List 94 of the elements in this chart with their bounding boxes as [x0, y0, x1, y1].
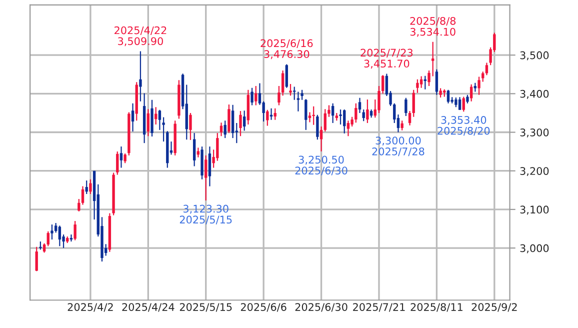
candlestick [208, 146, 212, 187]
candlestick [412, 89, 415, 118]
candlestick [120, 146, 123, 168]
y-tick-label: 3,200 [520, 167, 549, 176]
candlestick [408, 110, 412, 126]
x-tick-label: 2025/4/24 [122, 303, 174, 312]
candlestick [358, 97, 362, 114]
candlestick [204, 154, 208, 201]
annotation: 2025/7/23 3,451.70 [360, 48, 413, 69]
candlestick [158, 109, 162, 130]
candlestick [285, 64, 288, 88]
candlestick [74, 220, 76, 241]
candlestick [224, 120, 226, 139]
candlestick [250, 87, 254, 106]
candlestick [446, 89, 450, 104]
y-tick-label: 3,300 [520, 128, 549, 138]
candlestick [124, 152, 126, 164]
annotation: 3,250.50 2025/6/30 [295, 156, 348, 176]
candlestick [42, 242, 46, 254]
annotation: 3,300.00 2025/7/28 [372, 136, 424, 156]
candlestick [220, 122, 223, 137]
candlestick [228, 104, 230, 134]
candlestick [316, 114, 319, 140]
candlestick [274, 108, 276, 120]
candlestick [485, 62, 488, 76]
candlestick [46, 230, 50, 247]
x-tick-label: 2025/9/2 [472, 303, 517, 312]
candlestick [266, 109, 269, 126]
x-tick-label: 2025/8/11 [410, 303, 462, 312]
candlestick [281, 70, 284, 96]
y-tick-label: 3,100 [520, 206, 549, 215]
candlestick [35, 246, 38, 272]
candlestick [312, 106, 315, 126]
candlestick [462, 96, 465, 112]
y-tick-label: 3,400 [520, 90, 549, 99]
candlestick [470, 84, 473, 102]
x-tick-label: 2025/6/6 [240, 303, 286, 312]
candlestick [89, 178, 92, 195]
candlestick [331, 102, 334, 124]
candlestick [378, 85, 380, 114]
candlestick [189, 112, 192, 141]
annotation: 3,123.30 2025/5/15 [180, 204, 232, 224]
candlestick [254, 85, 258, 106]
candlestick [346, 120, 350, 137]
candlestick [324, 108, 326, 132]
candlestick [428, 70, 430, 87]
candlestick [366, 98, 369, 124]
candlestick [231, 104, 234, 139]
annotation: 2025/6/16 3,476.30 [260, 39, 313, 60]
x-tick-label: 2025/7/21 [353, 303, 405, 312]
candlestick [354, 102, 358, 124]
candlestick [404, 97, 408, 117]
candlestick [116, 151, 119, 176]
candlestick [58, 225, 62, 247]
candlestick [192, 132, 196, 167]
x-tick-label: 2025/6/30 [295, 303, 348, 312]
candlestick [420, 76, 423, 88]
candlestick [278, 85, 280, 106]
annotation: 2025/8/8 3,534.10 [410, 16, 456, 37]
candlestick [308, 112, 312, 123]
annotation: 2025/4/22 3,509.90 [114, 26, 166, 46]
y-tick-label: 3,500 [520, 51, 549, 60]
candlestick [339, 108, 342, 126]
candlestick [304, 98, 308, 130]
x-tick-label: 2025/4/2 [68, 303, 113, 312]
y-tick-label: 3,000 [520, 244, 549, 254]
candlestick [289, 83, 292, 96]
candlestick [400, 120, 404, 131]
candlestick [454, 96, 458, 108]
annotation: 3,353.40 2025/8/20 [438, 116, 490, 136]
candlestick [381, 74, 384, 94]
candlestick [416, 78, 419, 94]
candlestick [320, 126, 323, 152]
candlestick [50, 224, 54, 240]
candlestick [435, 68, 438, 96]
candlestick [343, 108, 346, 134]
candlestick [432, 41, 434, 77]
candlestick [478, 76, 480, 96]
candlestick [154, 106, 158, 126]
candlestick [196, 147, 200, 158]
candlestick [458, 96, 462, 110]
candlestick [146, 108, 150, 137]
candlestick [239, 110, 242, 137]
candlestick [139, 50, 142, 102]
candlestick [393, 102, 396, 124]
candlestick [131, 102, 134, 132]
candlestick [216, 132, 219, 162]
candlestick [362, 108, 365, 122]
candlestick [328, 104, 330, 118]
x-tick-label: 2025/5/15 [180, 303, 232, 312]
candlestick [439, 88, 442, 98]
candlestick [242, 110, 246, 132]
candlestick [482, 71, 484, 82]
candlestick [85, 180, 88, 195]
